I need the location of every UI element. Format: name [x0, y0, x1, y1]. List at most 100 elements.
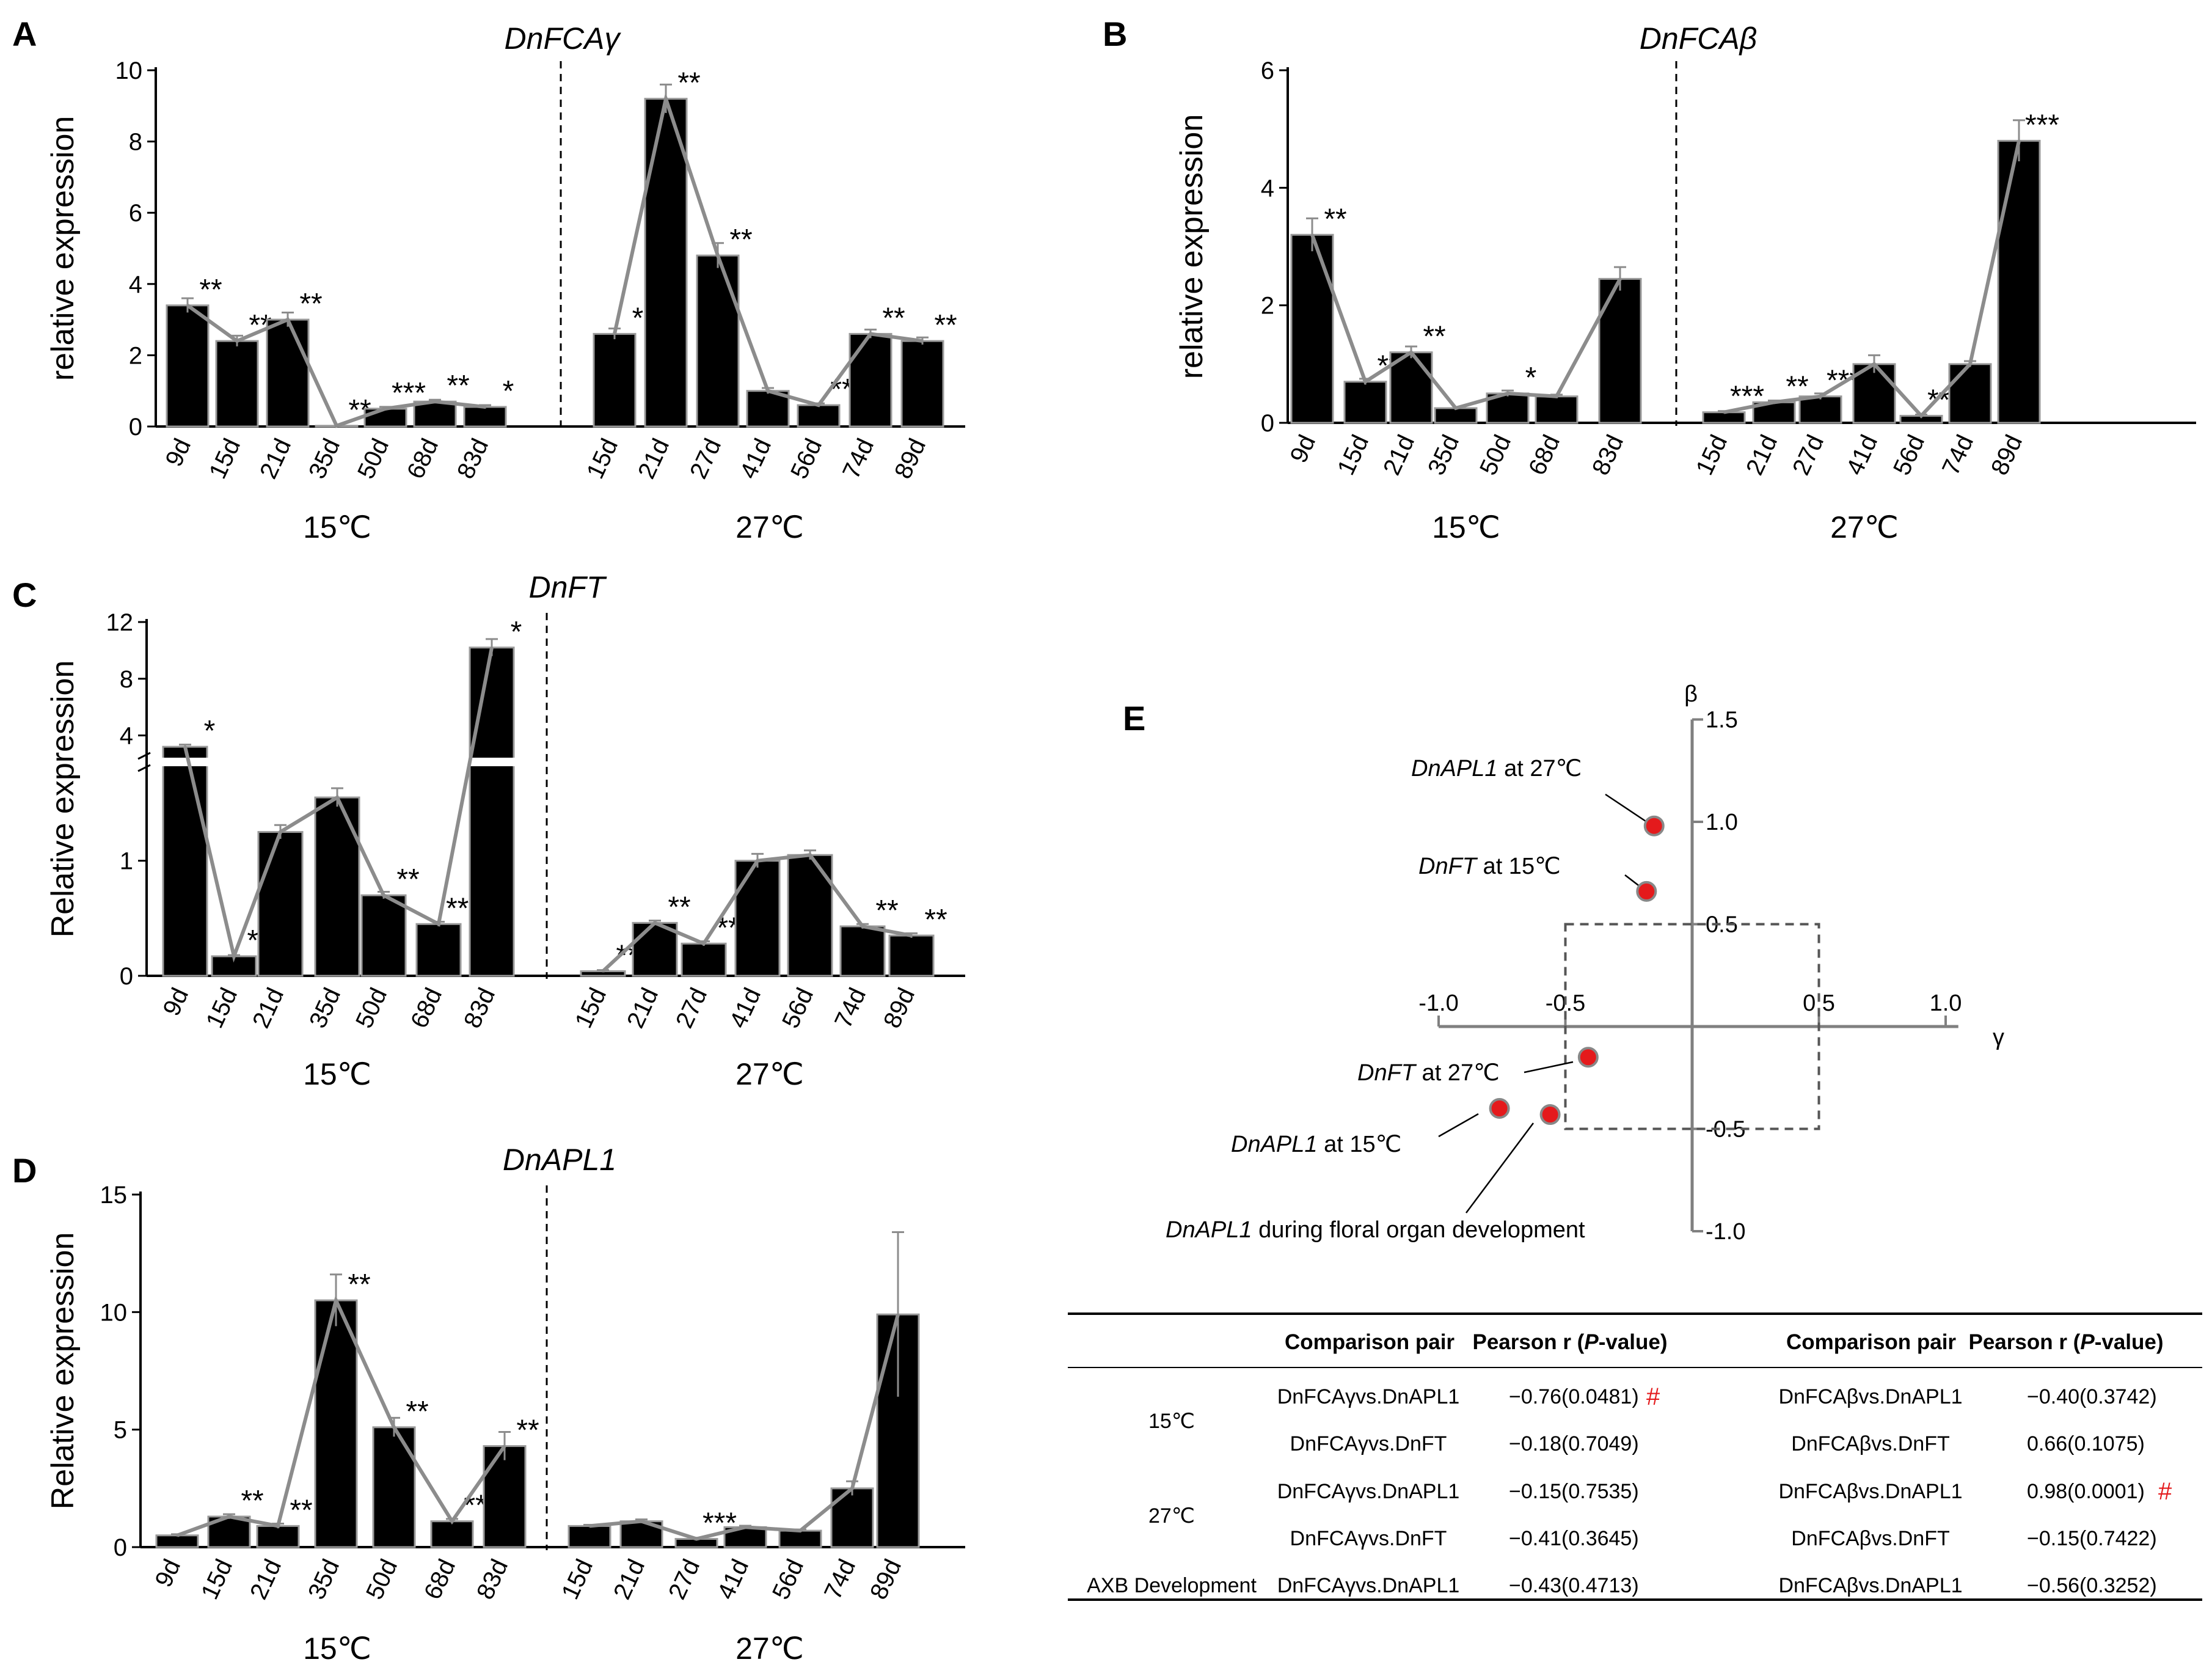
- bar: [734, 860, 781, 977]
- comparison-pair: DnFCAγvs.DnAPL1: [1277, 1574, 1460, 1597]
- y-tick-label: 0: [114, 1534, 127, 1561]
- condition-label: 27℃: [1148, 1504, 1195, 1528]
- bar: [483, 1445, 527, 1548]
- y-tick-label: 6: [129, 200, 142, 227]
- y-tick-label: 12: [106, 609, 134, 636]
- bar: [162, 745, 208, 977]
- y-tick-label: 4: [120, 723, 133, 750]
- x-tick-label: 15d: [201, 984, 243, 1032]
- pearson-value: −0.40(0.3742): [2027, 1385, 2157, 1408]
- column-header: Comparison pair: [1285, 1330, 1455, 1354]
- x-tick-label: 15d: [196, 1555, 238, 1603]
- x-tick-label: 68d: [1524, 431, 1565, 479]
- panel-label: A: [12, 15, 37, 53]
- x-tick-label: 74d: [838, 434, 879, 483]
- y-tick-label: 2: [129, 342, 142, 369]
- axis-break-mark: [137, 752, 151, 760]
- scatter-point: [1489, 1098, 1510, 1119]
- x-tick-label: 35d: [304, 434, 345, 483]
- y-tick-label: 5: [114, 1417, 127, 1444]
- column-header: Comparison pair: [1786, 1330, 1956, 1354]
- significance-mark: **: [668, 891, 690, 923]
- comparison-pair: DnFCAγvs.DnFT: [1290, 1527, 1447, 1550]
- y-tick-label: 1.0: [1706, 810, 1738, 835]
- pearson-value: −0.76(0.0481): [1509, 1385, 1639, 1408]
- condition-label: AXB Development: [1087, 1574, 1257, 1597]
- leader-line: [1465, 1122, 1535, 1214]
- x-tick-label: 15d: [1691, 431, 1732, 479]
- panel-c: C DnFT Relative expression 0 1 4 8 12 9d * 15d ** 21…: [12, 570, 965, 1091]
- column-header: Pearson r (P-value): [1472, 1330, 1667, 1354]
- x-tick-label: 35d: [1423, 431, 1464, 479]
- scatter-point: [1577, 1047, 1599, 1068]
- y-tick-label: 0: [120, 963, 133, 990]
- x-tick-label: 27d: [1787, 431, 1829, 479]
- trend-line: [1723, 140, 2021, 419]
- group-label: 27℃: [736, 1057, 804, 1091]
- significance-mark: *: [632, 302, 644, 334]
- significance-mark: **: [924, 904, 947, 936]
- x-tick-label: 41d: [735, 434, 776, 483]
- y-axis-label: relative expression: [1174, 114, 1210, 379]
- significance-mark: **: [729, 224, 752, 256]
- x-tick-label: 68d: [402, 434, 443, 483]
- significance-mark: ***: [2025, 109, 2059, 141]
- x-tick-label: 74d: [830, 984, 871, 1032]
- x-tick-label: 15d: [570, 984, 611, 1032]
- bar: [372, 1426, 416, 1548]
- comparison-pair: DnFCAβvs.DnAPL1: [1778, 1385, 1962, 1408]
- bar: [463, 406, 507, 428]
- bar: [314, 1299, 358, 1548]
- x-tick-label: 50d: [351, 984, 392, 1032]
- comparison-pair: DnFCAγvs.DnAPL1: [1277, 1480, 1460, 1503]
- bar-break: [161, 758, 210, 766]
- bar: [363, 408, 407, 428]
- scatter-point: [1643, 815, 1665, 836]
- bar: [469, 646, 515, 977]
- x-tick-label: 21d: [247, 984, 289, 1032]
- group-label: 15℃: [303, 510, 371, 544]
- significance-mark: **: [464, 1490, 486, 1522]
- bar: [166, 304, 210, 428]
- x-tick-label: 89d: [865, 1555, 907, 1603]
- bar: [413, 400, 457, 428]
- leader-line: [1605, 793, 1650, 825]
- x-tick-label: 68d: [419, 1555, 461, 1603]
- x-tick-label: 9d: [158, 984, 194, 1020]
- chart-title: DnAPL1: [503, 1143, 616, 1177]
- x-tick-label: 21d: [245, 1555, 287, 1603]
- x-tick-label: 27d: [663, 1555, 705, 1603]
- pearson-value: −0.18(0.7049): [1509, 1432, 1639, 1455]
- condition-label: 15℃: [1148, 1410, 1195, 1433]
- bar: [1948, 363, 1992, 424]
- group-label: 27℃: [1830, 510, 1899, 544]
- trend-line: [1310, 234, 1622, 411]
- pearson-value: −0.43(0.4713): [1509, 1574, 1639, 1597]
- x-tick-label: 56d: [786, 434, 827, 483]
- trend-line: [183, 647, 494, 963]
- scatter-point: [1636, 880, 1657, 902]
- y-tick-label: 8: [129, 129, 142, 156]
- threshold-box: [1564, 923, 1820, 1130]
- significance-mark: **: [1324, 203, 1346, 235]
- correlation-table: Comparison pair Pearson r (P-value) Compar…: [1068, 1312, 2202, 1601]
- significance-mark: **: [1423, 321, 1445, 353]
- significance-mark: **: [882, 302, 905, 334]
- panel-label: D: [12, 1151, 37, 1190]
- panel-label: B: [1103, 15, 1127, 53]
- y-tick-label: 6: [1261, 57, 1274, 84]
- comparison-pair: DnFCAβvs.DnFT: [1791, 1432, 1949, 1455]
- x-tick-label: 41d: [712, 1555, 754, 1603]
- scatter-point: [1539, 1104, 1561, 1126]
- significance-mark: **: [199, 274, 222, 306]
- bar: [1434, 407, 1478, 424]
- panel-b: B DnFCAβ relative expression 0 2 4 6 9d ** 15d ** 2…: [1103, 15, 2196, 544]
- bar: [1535, 395, 1579, 424]
- x-tick-label: 27d: [671, 984, 712, 1032]
- significance-mark: *: [511, 616, 522, 648]
- significance-mark: *: [204, 715, 216, 747]
- x-tick-label: 35d: [304, 984, 346, 1032]
- significance-mark: **: [934, 309, 957, 342]
